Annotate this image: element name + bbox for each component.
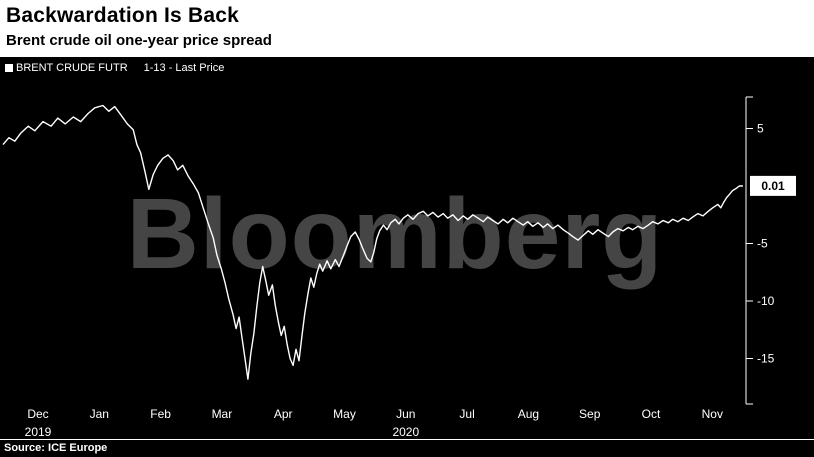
legend-series-detail: 1-13 - Last Price	[143, 62, 225, 74]
x-tick-label: May	[333, 407, 356, 421]
x-tick-label: Jun	[396, 407, 415, 421]
x-tick-label: Jan	[90, 407, 109, 421]
legend-marker-icon	[5, 64, 13, 72]
chart-header: Backwardation Is Back Brent crude oil on…	[0, 0, 814, 57]
page-title: Backwardation Is Back	[6, 4, 239, 27]
source-label: Source: ICE Europe	[4, 442, 108, 454]
last-price-label: 0.01	[761, 179, 785, 193]
legend-series-name: BRENT CRUDE FUTR	[16, 62, 128, 74]
chart-legend: BRENT CRUDE FUTR 1-13 - Last Price	[5, 62, 224, 74]
x-tick-label: Oct	[642, 407, 661, 421]
x-tick-label: Aug	[518, 407, 539, 421]
x-year-label: 2020	[392, 425, 419, 439]
x-tick-label: Nov	[702, 407, 723, 421]
x-tick-label: Jul	[459, 407, 474, 421]
x-tick-label: Apr	[274, 407, 293, 421]
x-year-label: 2019	[25, 425, 52, 439]
x-tick-label: Dec	[27, 407, 48, 421]
x-tick-label: Sep	[579, 407, 601, 421]
y-tick-label: 5	[757, 122, 764, 136]
x-tick-label: Feb	[150, 407, 171, 421]
source-row: Source: ICE Europe	[0, 439, 814, 457]
last-price-box	[750, 175, 796, 196]
x-tick-label: Mar	[212, 407, 233, 421]
page-subtitle: Brent crude oil one-year price spread	[6, 32, 272, 49]
y-tick-label: -5	[757, 237, 768, 251]
bloomberg-watermark: Bloomberg	[127, 178, 664, 290]
y-tick-label: -10	[757, 294, 775, 308]
y-tick-label: -15	[757, 352, 775, 366]
price-line	[2, 104, 744, 380]
